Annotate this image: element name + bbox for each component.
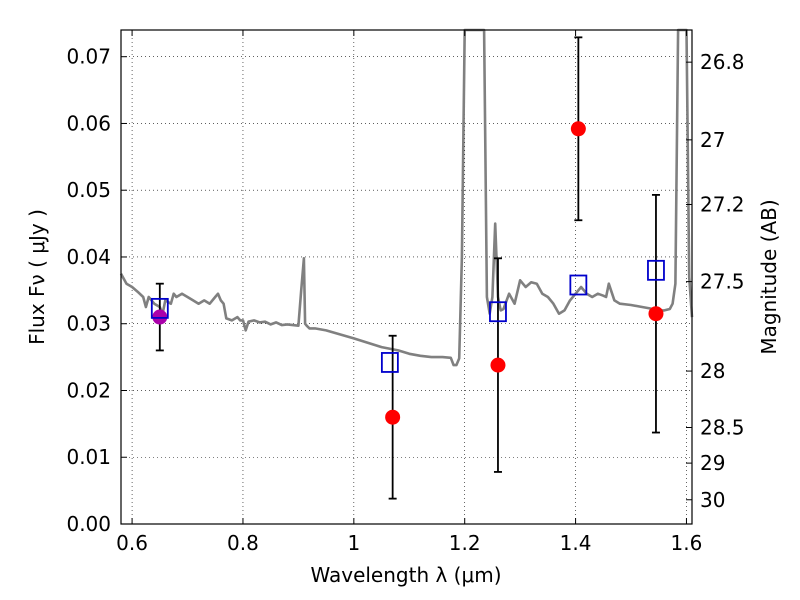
- model-square: [380, 352, 399, 373]
- data-point: [490, 357, 506, 373]
- x-tick-label: 0.8: [227, 531, 259, 555]
- right-tick-label: 27: [700, 128, 725, 152]
- y-tick-label: 0.01: [66, 445, 111, 469]
- y-tick-label: 0.02: [66, 378, 111, 402]
- right-tick-label: 29: [700, 451, 725, 475]
- x-tick-label: 1.4: [560, 531, 592, 555]
- x-tick-label: 1.6: [671, 531, 703, 555]
- y-tick-label: 0.05: [66, 178, 111, 202]
- right-tick-label: 28.5: [700, 416, 745, 440]
- model-square: [489, 301, 507, 323]
- marker-layer: [150, 121, 665, 425]
- right-tick-label: 26.8: [700, 50, 745, 74]
- spectrum-line: [119, 28, 694, 367]
- right-tick-label: 28: [700, 359, 725, 383]
- y-axis-label: Flux Fν ( μJy ): [25, 209, 49, 345]
- data-point: [648, 306, 664, 322]
- data-point: [570, 121, 586, 137]
- x-axis-label: Wavelength λ (μm): [310, 563, 501, 587]
- y-tick-label: 0.00: [66, 512, 111, 536]
- data-point: [385, 409, 401, 425]
- plot-frame: [120, 29, 693, 525]
- y-tick-label: 0.03: [66, 312, 111, 336]
- x-tick-label: 1: [347, 531, 360, 555]
- tick-layer: 0.6 0.8 1 1.2 1.4 1.6 0.00 0.01 0.02 0.03 0.04 0.05…: [66, 30, 745, 555]
- y-tick-label: 0.07: [66, 45, 111, 69]
- spectrum-layer: [119, 28, 694, 367]
- plot-background: [121, 30, 692, 524]
- y-tick-label: 0.04: [66, 245, 111, 269]
- right-tick-label: 27.5: [700, 270, 745, 294]
- y-tick-label: 0.06: [66, 111, 111, 135]
- model-square: [569, 274, 588, 296]
- x-tick-label: 1.2: [449, 531, 481, 555]
- x-tick-label: 0.6: [116, 531, 148, 555]
- model-square: [647, 259, 665, 281]
- y-axis-label-right: Magnitude (AB): [757, 199, 781, 354]
- right-tick-label: 30: [700, 488, 725, 512]
- model-square: [150, 297, 169, 319]
- right-tick-label: 27.2: [700, 192, 745, 216]
